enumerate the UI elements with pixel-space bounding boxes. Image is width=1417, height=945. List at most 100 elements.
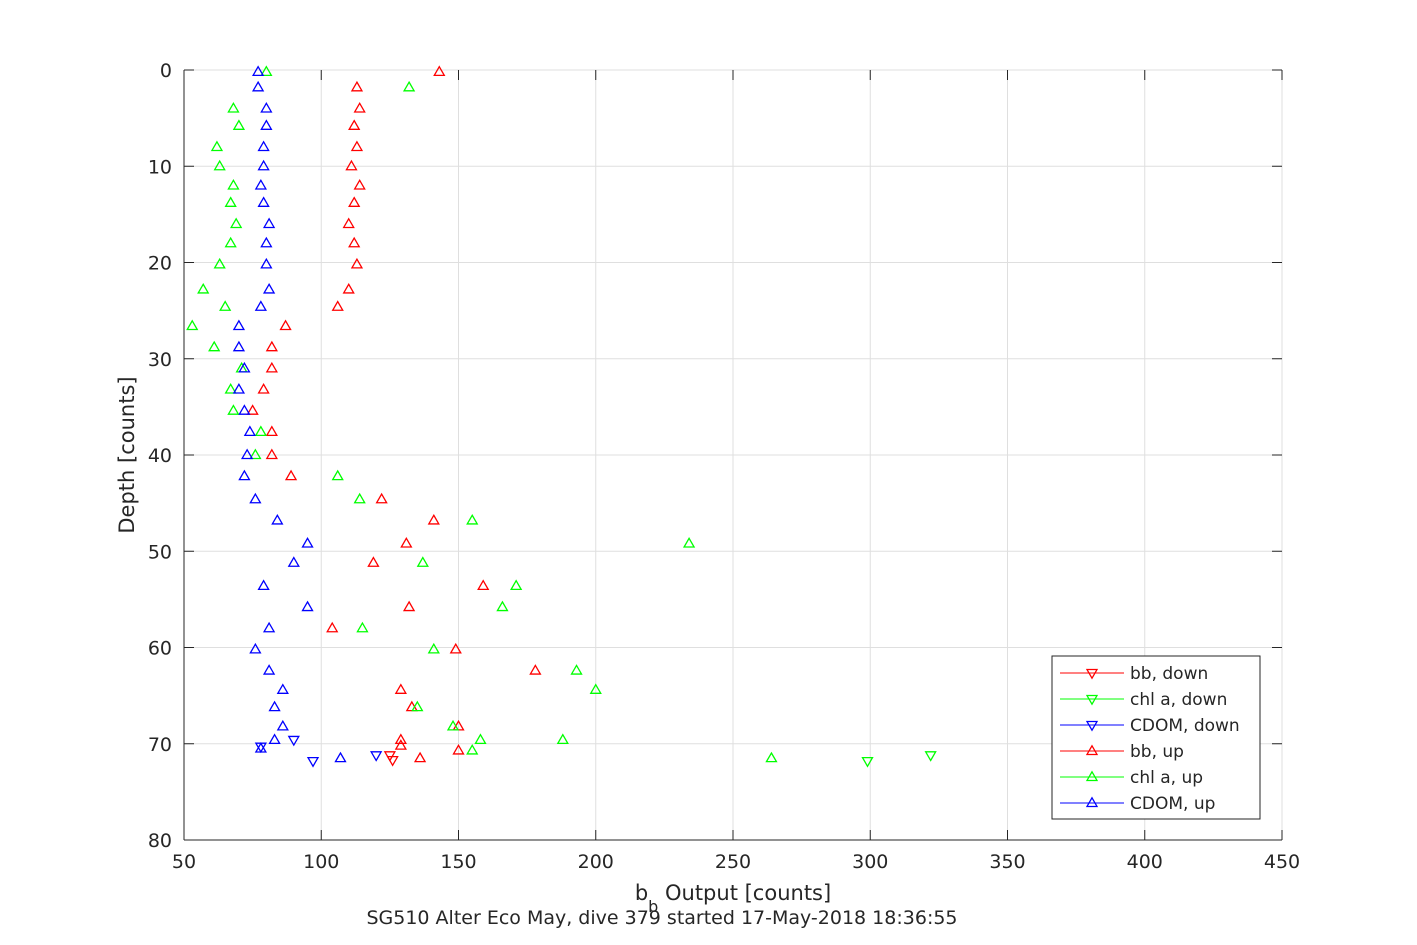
- data-point: [249, 448, 262, 460]
- data-point: [367, 556, 380, 567]
- data-point: [213, 159, 226, 171]
- data-point: [529, 664, 542, 675]
- legend-label: CDOM, up: [1130, 794, 1215, 814]
- x-tick-label: 300: [852, 851, 888, 873]
- y-tick-label: 50: [148, 541, 172, 563]
- data-point: [271, 513, 284, 525]
- data-point: [400, 537, 413, 548]
- y-tick-label: 0: [160, 60, 172, 82]
- data-point: [260, 119, 273, 130]
- data-point: [570, 664, 583, 675]
- data-point: [446, 719, 460, 731]
- data-point: [427, 642, 440, 654]
- y-tick-label: 40: [148, 445, 172, 467]
- y-tick-label: 70: [148, 734, 172, 756]
- y-tick-label: 10: [148, 156, 172, 178]
- data-point: [449, 642, 462, 654]
- legend-marker: [1085, 744, 1099, 756]
- data-point: [287, 735, 300, 747]
- data-point: [246, 404, 259, 415]
- legend: bb, down chl a, down CDOM, down bb, up chl a…: [1051, 655, 1261, 820]
- data-point: [334, 751, 347, 763]
- data-point: [345, 159, 358, 171]
- data-point: [411, 700, 424, 712]
- data-point: [589, 683, 602, 694]
- data-point: [331, 469, 344, 481]
- data-point: [356, 621, 369, 633]
- legend-marker: [1085, 694, 1099, 706]
- data-point: [279, 319, 292, 331]
- x-axis-label-rest: Output [counts]: [658, 881, 831, 905]
- data-point: [861, 756, 874, 768]
- data-point: [232, 319, 246, 331]
- data-point: [348, 196, 361, 207]
- data-point: [224, 383, 237, 394]
- legend-marker: [1085, 668, 1099, 680]
- data-point: [262, 621, 276, 633]
- data-point: [224, 236, 237, 248]
- data-point: [350, 140, 364, 152]
- data-point: [230, 217, 243, 229]
- data-point: [765, 751, 778, 763]
- data-point: [227, 179, 240, 190]
- data-point: [251, 65, 265, 77]
- data-point: [260, 65, 273, 77]
- data-point: [254, 425, 267, 437]
- x-tick-label: 350: [989, 851, 1025, 873]
- data-point: [394, 683, 407, 694]
- x-axis-label-subscript: b: [648, 897, 658, 916]
- data-point: [350, 257, 364, 269]
- data-point: [287, 556, 300, 567]
- data-point: [265, 425, 278, 437]
- data-point: [224, 196, 237, 207]
- data-point: [249, 492, 262, 504]
- data-point: [262, 664, 276, 675]
- data-point: [213, 257, 226, 269]
- data-point: [265, 340, 278, 352]
- data-point: [276, 683, 289, 694]
- data-point: [477, 579, 490, 591]
- data-point: [249, 642, 262, 654]
- data-point: [427, 513, 440, 525]
- legend-label: chl a, down: [1130, 690, 1227, 710]
- data-point: [232, 383, 246, 394]
- axes: 50 100 150 200 250 300 350 400 450 0 10 20 30 40 50 60 7…: [148, 60, 1300, 873]
- data-point: [197, 282, 210, 294]
- data-point: [402, 600, 416, 612]
- data-point: [353, 102, 366, 113]
- x-axis-label: bb Output [counts]: [635, 881, 831, 916]
- data-point: [265, 448, 278, 460]
- data-point: [243, 425, 257, 437]
- legend-label: bb, up: [1130, 742, 1184, 762]
- legend-marker: [1085, 796, 1099, 808]
- data-point: [268, 733, 281, 745]
- data-point: [342, 217, 355, 229]
- data-point: [350, 80, 364, 92]
- data-point: [257, 579, 270, 591]
- data-point: [238, 404, 251, 415]
- y-axis-label: Depth [counts]: [115, 376, 139, 533]
- data-point: [257, 196, 270, 207]
- legend-label: chl a, up: [1130, 768, 1203, 788]
- data-point: [251, 80, 265, 92]
- data-point: [262, 282, 276, 294]
- data-point: [265, 361, 278, 373]
- x-tick-label: 50: [172, 851, 196, 873]
- data-point: [254, 300, 267, 311]
- data-point: [924, 751, 937, 762]
- data-point: [306, 756, 320, 768]
- data-point: [232, 340, 246, 352]
- data-point: [284, 469, 298, 481]
- data-point: [260, 102, 273, 113]
- data-point: [257, 159, 270, 171]
- x-tick-label: 100: [303, 851, 339, 873]
- data-point: [331, 300, 344, 311]
- data-point: [342, 282, 355, 294]
- data-markers: [186, 65, 937, 768]
- y-tick-label: 80: [148, 830, 172, 852]
- data-point: [353, 179, 366, 190]
- data-point: [186, 319, 199, 331]
- legend-marker: [1085, 770, 1099, 782]
- legend-marker: [1085, 720, 1099, 732]
